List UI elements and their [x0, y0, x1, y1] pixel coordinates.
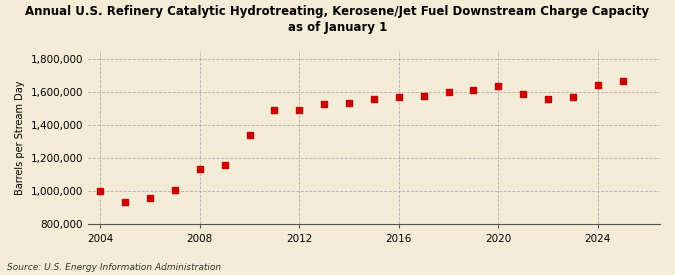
Point	[319, 101, 329, 106]
Point	[618, 78, 628, 83]
Point	[418, 94, 429, 98]
Point	[219, 163, 230, 167]
Y-axis label: Barrels per Stream Day: Barrels per Stream Day	[15, 80, 25, 195]
Point	[344, 101, 354, 105]
Text: Annual U.S. Refinery Catalytic Hydrotreating, Kerosene/Jet Fuel Downstream Charg: Annual U.S. Refinery Catalytic Hydrotrea…	[26, 6, 649, 34]
Point	[369, 97, 379, 101]
Point	[144, 196, 155, 200]
Point	[593, 82, 603, 87]
Point	[169, 188, 180, 192]
Point	[568, 95, 578, 99]
Point	[543, 97, 554, 101]
Point	[468, 88, 479, 93]
Point	[269, 108, 280, 112]
Point	[194, 167, 205, 171]
Point	[95, 188, 106, 193]
Point	[443, 90, 454, 94]
Point	[518, 92, 529, 96]
Text: Source: U.S. Energy Information Administration: Source: U.S. Energy Information Administ…	[7, 263, 221, 272]
Point	[120, 200, 131, 204]
Point	[493, 84, 504, 89]
Point	[294, 108, 304, 112]
Point	[244, 133, 255, 137]
Point	[394, 95, 404, 99]
